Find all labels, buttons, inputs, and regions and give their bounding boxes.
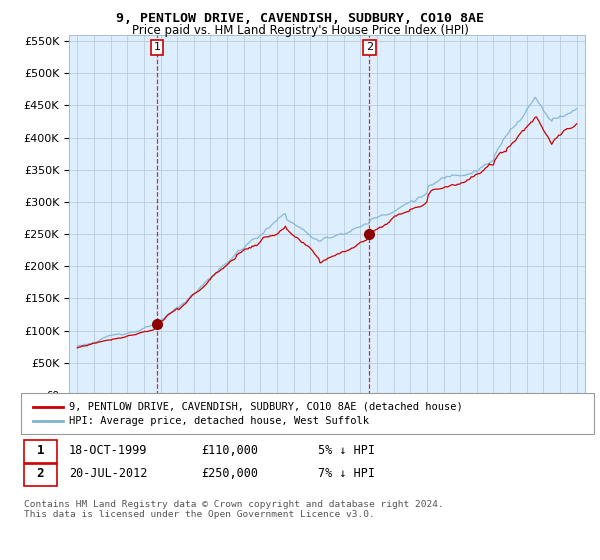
Text: 9, PENTLOW DRIVE, CAVENDISH, SUDBURY, CO10 8AE: 9, PENTLOW DRIVE, CAVENDISH, SUDBURY, CO… bbox=[116, 12, 484, 25]
Bar bbox=[157, 35, 370, 395]
Text: 20-JUL-2012: 20-JUL-2012 bbox=[69, 467, 148, 480]
Text: 7% ↓ HPI: 7% ↓ HPI bbox=[318, 467, 375, 480]
Text: 9, PENTLOW DRIVE, CAVENDISH, SUDBURY, CO10 8AE (detached house): 9, PENTLOW DRIVE, CAVENDISH, SUDBURY, CO… bbox=[69, 402, 463, 412]
Text: 1: 1 bbox=[154, 43, 161, 53]
Text: HPI: Average price, detached house, West Suffolk: HPI: Average price, detached house, West… bbox=[69, 416, 369, 426]
Text: 2: 2 bbox=[37, 467, 44, 480]
Text: 5% ↓ HPI: 5% ↓ HPI bbox=[318, 444, 375, 457]
Text: 18-OCT-1999: 18-OCT-1999 bbox=[69, 444, 148, 457]
Text: £250,000: £250,000 bbox=[201, 467, 258, 480]
Text: £110,000: £110,000 bbox=[201, 444, 258, 457]
Text: 2: 2 bbox=[366, 43, 373, 53]
Text: Price paid vs. HM Land Registry's House Price Index (HPI): Price paid vs. HM Land Registry's House … bbox=[131, 24, 469, 36]
Text: 1: 1 bbox=[37, 444, 44, 457]
Text: Contains HM Land Registry data © Crown copyright and database right 2024.
This d: Contains HM Land Registry data © Crown c… bbox=[24, 500, 444, 520]
